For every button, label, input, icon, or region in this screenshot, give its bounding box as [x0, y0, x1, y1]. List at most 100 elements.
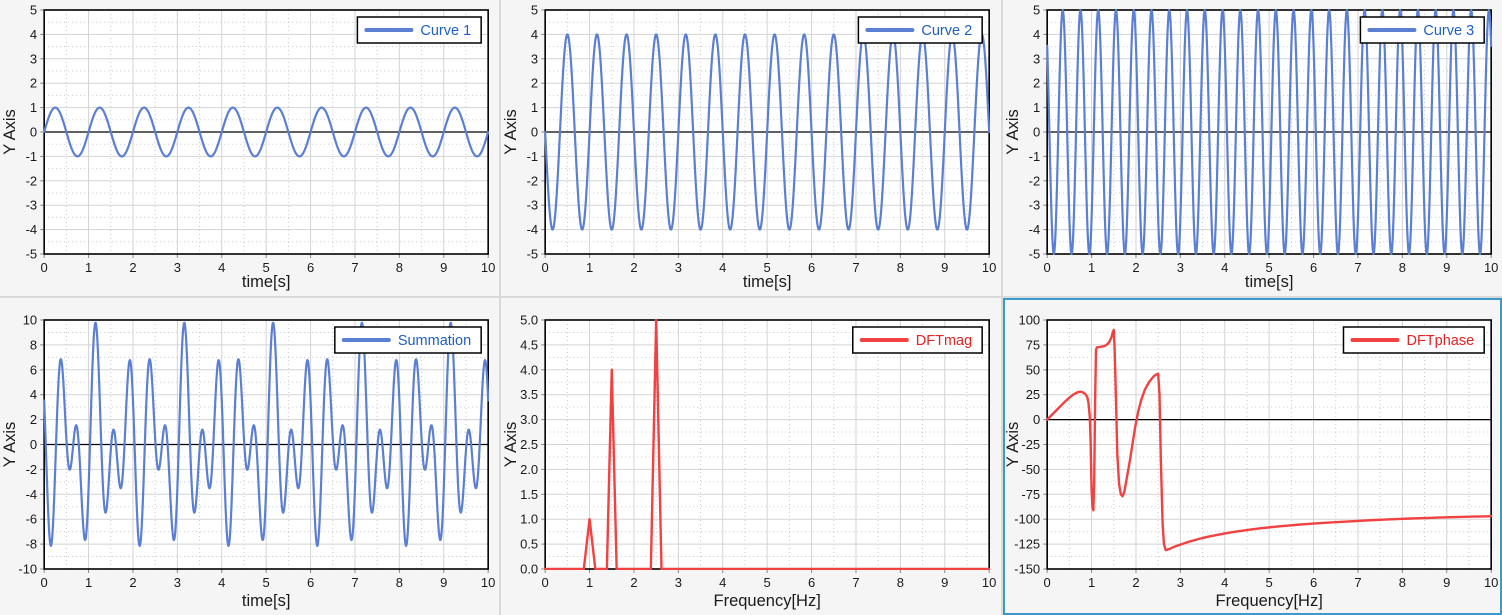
svg-text:4: 4 — [30, 387, 37, 402]
series-dftphase — [1045, 328, 1492, 552]
svg-text:6: 6 — [808, 260, 815, 275]
svg-text:4: 4 — [218, 575, 225, 590]
svg-text:1: 1 — [586, 260, 593, 275]
svg-text:25: 25 — [1025, 387, 1039, 402]
svg-text:5.0: 5.0 — [520, 313, 538, 328]
tick-labels: 0 1 2 3 4 5 6 7 8 9 10 -5 -4 -3 -2 -1 0 1 2 3 4 5 — [527, 3, 997, 276]
svg-text:4: 4 — [719, 575, 726, 590]
svg-text:1: 1 — [85, 575, 92, 590]
svg-text:7: 7 — [1354, 260, 1361, 275]
svg-text:2: 2 — [129, 260, 136, 275]
svg-text:2: 2 — [129, 575, 136, 590]
svg-text:2: 2 — [531, 76, 538, 91]
plot-frame — [43, 319, 489, 570]
svg-text:0: 0 — [542, 575, 549, 590]
panel-curve1[interactable]: 0 1 2 3 4 5 6 7 8 9 10 -5 -4 -3 -2 -1 0 1 2 3 4 5 time[s] Y Axi… — [0, 0, 500, 296]
svg-text:2: 2 — [631, 260, 638, 275]
svg-text:-2: -2 — [26, 462, 38, 477]
legend-label: Curve 1 — [420, 23, 471, 39]
series-curve1 — [43, 106, 490, 158]
svg-text:3: 3 — [1176, 575, 1183, 590]
legend-curve3[interactable]: Curve 3 — [1359, 16, 1485, 44]
svg-text:-1: -1 — [1028, 149, 1040, 164]
svg-text:0: 0 — [41, 260, 48, 275]
svg-text:75: 75 — [1025, 337, 1039, 352]
svg-text:2: 2 — [1033, 76, 1040, 91]
plot-canvas-summation[interactable]: 0 1 2 3 4 5 6 7 8 9 10 -10 -8 -6 -4 -2 0 2 4 6 8 10 time[s] Y A… — [0, 298, 499, 615]
svg-text:-4: -4 — [1028, 222, 1040, 237]
svg-text:5: 5 — [1033, 3, 1040, 18]
svg-text:-6: -6 — [26, 512, 38, 527]
svg-text:3.0: 3.0 — [520, 412, 538, 427]
legend-dftmag[interactable]: DFTmag — [852, 326, 984, 354]
svg-text:0: 0 — [531, 125, 538, 140]
svg-text:2: 2 — [30, 412, 37, 427]
panel-dftphase[interactable]: 0 1 2 3 4 5 6 7 8 9 10 -150 -125 -100 -75 -50 -25 0 25 50 75… — [1002, 298, 1502, 615]
tick-labels: 0 1 2 3 4 5 6 7 8 9 10 0.0 0.5 1.0 1.5 2.0 2.5 3.0 3.5 4.0 4… — [520, 313, 996, 591]
legend-summation[interactable]: Summation — [334, 326, 482, 354]
svg-text:5: 5 — [263, 575, 270, 590]
svg-text:4: 4 — [1221, 260, 1228, 275]
svg-text:-150: -150 — [1014, 562, 1040, 577]
svg-text:6: 6 — [30, 362, 37, 377]
svg-text:7: 7 — [853, 260, 860, 275]
svg-text:9: 9 — [440, 260, 447, 275]
svg-text:3: 3 — [1176, 260, 1183, 275]
svg-text:-3: -3 — [1028, 198, 1040, 213]
plot-canvas-dftphase[interactable]: 0 1 2 3 4 5 6 7 8 9 10 -150 -125 -100 -75 -50 -25 0 25 50 75… — [1003, 298, 1502, 615]
svg-text:0: 0 — [542, 260, 549, 275]
svg-text:4: 4 — [218, 260, 225, 275]
x-axis-label: time[s] — [743, 273, 792, 291]
panel-curve3[interactable]: 0 1 2 3 4 5 6 7 8 9 10 -5 -4 -3 -2 -1 0 1 2 3 4 5 time[s] Y Axi… — [1002, 0, 1502, 296]
y-axis-label: Y Axis — [502, 422, 520, 468]
legend-curve1[interactable]: Curve 1 — [356, 16, 482, 44]
svg-text:0.0: 0.0 — [520, 562, 538, 577]
svg-text:7: 7 — [351, 575, 358, 590]
svg-text:10: 10 — [1484, 260, 1498, 275]
plot-frame — [1046, 319, 1492, 570]
svg-text:9: 9 — [440, 575, 447, 590]
svg-text:1: 1 — [586, 575, 593, 590]
legend-dftphase[interactable]: DFTphase — [1342, 326, 1485, 354]
svg-text:-2: -2 — [1028, 173, 1040, 188]
x-axis-label: Frequency[Hz] — [714, 592, 821, 610]
legend-label: DFTmag — [916, 333, 972, 349]
legend-box — [334, 326, 482, 354]
svg-text:2: 2 — [1132, 575, 1139, 590]
svg-text:7: 7 — [1354, 575, 1361, 590]
svg-text:4.0: 4.0 — [520, 362, 538, 377]
svg-text:6: 6 — [307, 260, 314, 275]
svg-text:6: 6 — [307, 575, 314, 590]
svg-text:-5: -5 — [1028, 247, 1040, 262]
panel-summation[interactable]: 0 1 2 3 4 5 6 7 8 9 10 -10 -8 -6 -4 -2 0 2 4 6 8 10 time[s] Y A… — [0, 298, 500, 615]
panel-dftmag[interactable]: 0 1 2 3 4 5 6 7 8 9 10 0.0 0.5 1.0 1.5 2.0 2.5 3.0 3.5 4.0 4… — [501, 298, 1001, 615]
svg-text:6: 6 — [1310, 575, 1317, 590]
svg-text:0: 0 — [1033, 125, 1040, 140]
y-axis-label: Y Axis — [1004, 422, 1022, 468]
svg-text:-4: -4 — [26, 222, 38, 237]
legend-curve2[interactable]: Curve 2 — [857, 16, 984, 44]
panel-curve2[interactable]: 0 1 2 3 4 5 6 7 8 9 10 -5 -4 -3 -2 -1 0 1 2 3 4 5 time[s] Y Axi… — [501, 0, 1001, 296]
svg-text:5: 5 — [531, 3, 538, 18]
svg-text:10: 10 — [1484, 575, 1498, 590]
svg-text:8: 8 — [396, 575, 403, 590]
svg-text:50: 50 — [1025, 362, 1039, 377]
y-axis-label: Y Axis — [1004, 109, 1022, 155]
series-curve3 — [1045, 9, 1492, 255]
plot-canvas-dftmag[interactable]: 0 1 2 3 4 5 6 7 8 9 10 0.0 0.5 1.0 1.5 2.0 2.5 3.0 3.5 4.0 4… — [501, 298, 1000, 615]
svg-text:0.5: 0.5 — [520, 537, 538, 552]
svg-text:-1: -1 — [527, 149, 539, 164]
svg-text:10: 10 — [982, 260, 996, 275]
svg-text:0: 0 — [1043, 575, 1050, 590]
series-dftmag — [544, 319, 991, 570]
svg-text:-8: -8 — [26, 537, 38, 552]
svg-text:-75: -75 — [1021, 487, 1040, 502]
svg-text:9: 9 — [941, 575, 948, 590]
svg-text:1: 1 — [531, 100, 538, 115]
legend-label: DFTphase — [1406, 333, 1474, 349]
svg-text:6: 6 — [808, 575, 815, 590]
svg-text:7: 7 — [351, 260, 358, 275]
